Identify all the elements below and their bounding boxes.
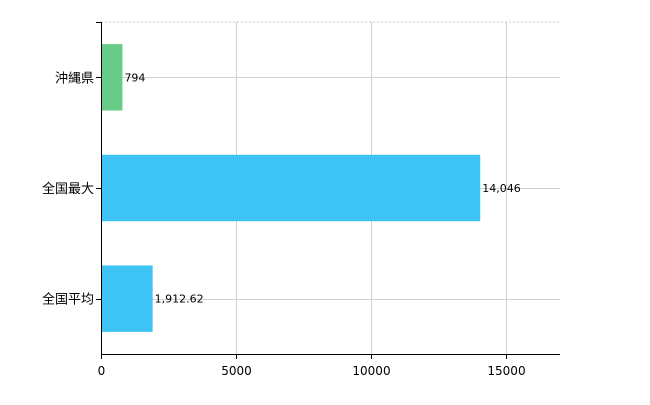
x-tick-label: 0 (98, 364, 106, 378)
bar (101, 265, 153, 332)
category-label: 沖縄県 (55, 71, 94, 86)
x-tick-label: 10000 (352, 364, 390, 378)
category-label: 全国平均 (42, 292, 94, 308)
bar (101, 44, 123, 111)
label-layer: 0 5000 10000 15000 794 沖縄県 14,046 全国最大 1,912.62 全… (42, 71, 526, 378)
data-label: 1,912.62 (155, 293, 204, 306)
bar-layer (101, 44, 481, 332)
axis-layer (96, 22, 560, 359)
category-label: 全国最大 (42, 181, 94, 197)
x-tick-label: 5000 (221, 364, 252, 378)
data-label: 14,046 (482, 182, 521, 195)
x-tick-label: 15000 (487, 364, 525, 378)
bar (101, 154, 481, 222)
data-label: 794 (124, 71, 145, 84)
